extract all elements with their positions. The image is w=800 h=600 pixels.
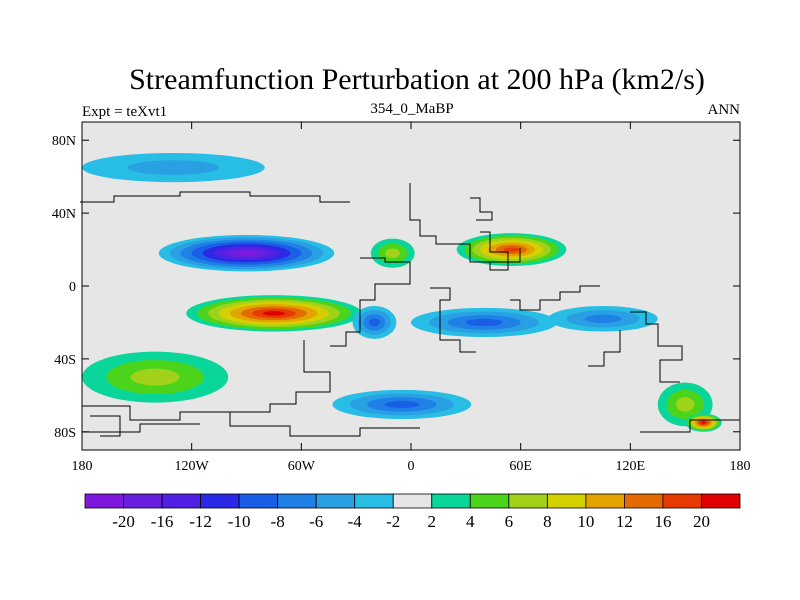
colorbar-label: -10 [228, 512, 251, 531]
coastline-segment [230, 340, 331, 413]
chart-title: Streamfunction Perturbation at 200 hPa (… [129, 63, 705, 96]
map-plot-area [80, 121, 741, 451]
contour-feature [332, 389, 472, 420]
contour-feature [548, 306, 658, 332]
contour-feature [352, 306, 397, 339]
contour-level [676, 397, 695, 412]
colorbar-label: 6 [505, 512, 514, 531]
x-tick-label: 120W [175, 459, 210, 474]
colorbar-label: -20 [112, 512, 135, 531]
contour-level [584, 314, 622, 324]
y-tick-label: 0 [69, 280, 76, 295]
colorbar-label: 20 [693, 512, 710, 531]
contour-level [130, 368, 180, 386]
y-tick-label: 80N [52, 134, 76, 149]
y-tick-label: 80S [54, 426, 76, 441]
contour-feature [456, 233, 567, 266]
colorbar-label: -6 [309, 512, 323, 531]
colorbar-label: -4 [348, 512, 363, 531]
coastline-segment [82, 405, 420, 437]
colorbar-label: 4 [466, 512, 475, 531]
center-string: 354_0_MaBP [370, 101, 453, 117]
colorbar-label: -2 [386, 512, 400, 531]
contour-feature [370, 238, 415, 268]
contour-level [384, 400, 420, 409]
colorbar-label: 2 [428, 512, 437, 531]
y-tick-label: 40N [52, 207, 76, 222]
x-tick-label: 180 [730, 459, 751, 474]
coastline-segment [430, 287, 476, 353]
colorbar-label: -16 [151, 512, 174, 531]
contour-level [385, 248, 401, 259]
coastline-segment [510, 285, 600, 311]
colorbar-label: -8 [271, 512, 285, 531]
x-tick-label: 180 [72, 459, 93, 474]
contour-feature [411, 307, 558, 338]
colorbar-box [84, 493, 124, 509]
x-tick-label: 60E [509, 459, 532, 474]
coastline-segment [630, 311, 683, 383]
left-string: Expt = teXvt1 [82, 104, 167, 120]
contour-level [503, 247, 520, 252]
colorbar-box [701, 493, 741, 509]
colorbar-box [508, 493, 548, 509]
x-tick-label: 60W [288, 459, 316, 474]
coastline-segment [470, 197, 493, 221]
coastline-segment [640, 419, 740, 433]
colorbar-box [469, 493, 510, 509]
coastline-segment [330, 257, 411, 347]
colorbar-label: 10 [577, 512, 594, 531]
y-tick-label: 40S [54, 353, 76, 368]
coastline-segment [90, 415, 121, 437]
colorbar-box [315, 493, 356, 509]
coastline-outline [80, 183, 740, 437]
x-tick-label: 120E [616, 459, 646, 474]
contour-feature [158, 234, 335, 272]
contour-level [127, 160, 220, 175]
contour-level [368, 318, 380, 327]
x-tick-label: 0 [408, 459, 415, 474]
colorbar-box [277, 493, 317, 509]
contour-level [235, 250, 258, 256]
coastline-segment [409, 183, 521, 263]
colorbar-box [238, 493, 279, 509]
colorbar-box [585, 493, 625, 509]
colorbar-label: -12 [189, 512, 212, 531]
colorbar-box [123, 493, 163, 509]
colorbar-box [392, 493, 433, 509]
colorbar-box [624, 493, 664, 509]
colorbar-box [431, 493, 471, 509]
colorbar-box [354, 493, 394, 509]
contour-feature [82, 351, 229, 403]
contour-level [701, 421, 706, 424]
colorbar-box [161, 493, 201, 509]
colorbar-label: 8 [543, 512, 552, 531]
coastline-segment [80, 191, 350, 203]
contour-feature [685, 413, 722, 432]
coastline-segment [82, 423, 200, 433]
coastline-segment [588, 330, 621, 367]
colorbar-box [200, 493, 240, 509]
coastline-segment [480, 231, 509, 271]
colorbar-label: 16 [654, 512, 671, 531]
colorbar-box [546, 493, 587, 509]
colorbar-box [662, 493, 702, 509]
contour-feature [82, 152, 265, 183]
contour-level [465, 318, 503, 327]
contour-feature [186, 295, 362, 332]
contour-level [262, 311, 285, 316]
right-string: ANN [708, 102, 741, 118]
colorbar: -20 -16 -12 -10 -8 -6 -4 -2 2 4 6 8 10 12 16 20 [84, 493, 741, 531]
colorbar-label: 12 [616, 512, 633, 531]
